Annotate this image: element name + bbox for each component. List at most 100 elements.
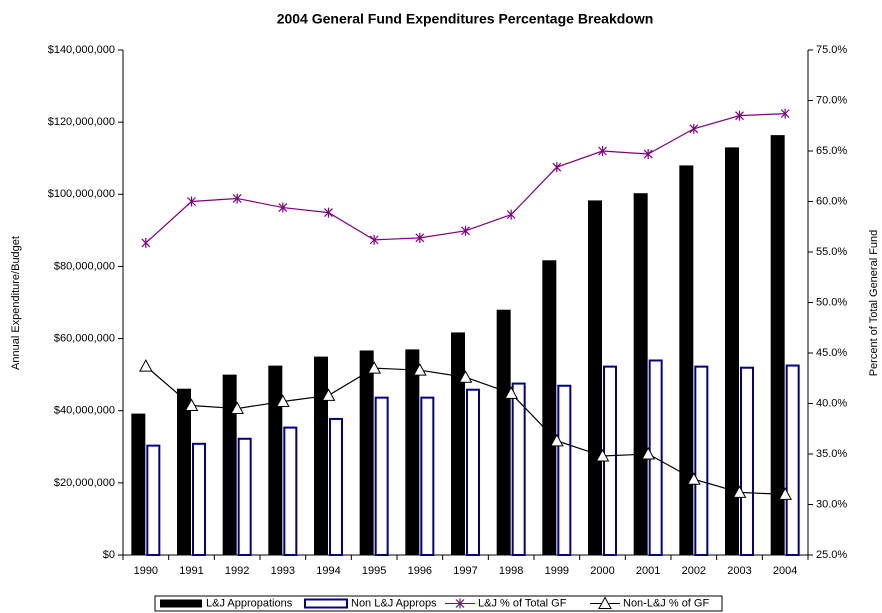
bar (268, 365, 283, 555)
marker (412, 363, 427, 376)
bar (405, 349, 420, 555)
y2-tick-label: 60.0% (816, 195, 847, 207)
bar (633, 193, 648, 556)
legend-box (154, 595, 723, 612)
y2-tick-label: 75.0% (816, 44, 847, 56)
marker-shape (641, 446, 656, 460)
bar (740, 366, 754, 557)
legend-swatch (160, 599, 202, 608)
marker (187, 196, 196, 207)
marker (643, 149, 653, 160)
x-tick-label: 1994 (316, 565, 340, 577)
x-tick-label: 1995 (362, 565, 386, 577)
marker-shape (458, 370, 473, 383)
marker-shape (138, 359, 153, 372)
marker-shape (778, 487, 793, 500)
legend-label: L&J % of Total GF (478, 597, 567, 609)
marker-shape (367, 361, 382, 374)
marker (278, 202, 288, 213)
legend-label: L&J Appropations (206, 597, 293, 609)
y2-tick-label: 55.0% (816, 246, 847, 258)
bar (725, 147, 739, 555)
marker-shape (275, 394, 290, 407)
bar (131, 413, 146, 555)
marker-shape (732, 485, 747, 498)
y-tick-label: $120,000,000 (48, 116, 115, 128)
marker (549, 433, 564, 447)
y2-tick-label: 45.0% (816, 347, 847, 359)
marker (504, 386, 519, 399)
marker-shape (504, 386, 519, 399)
marker (595, 448, 610, 462)
y2-tick-label: 35.0% (816, 448, 847, 460)
bar (679, 165, 694, 555)
bar (511, 382, 526, 557)
y-tick-label: $60,000,000 (54, 332, 115, 344)
y-tick-label: $20,000,000 (54, 477, 115, 489)
bar (496, 309, 511, 555)
bar (359, 350, 374, 555)
chart-title: 2004 General Fund Expenditures Percentag… (277, 11, 654, 27)
marker (461, 225, 470, 236)
marker-shape (686, 472, 701, 485)
x-tick-label: 2004 (773, 565, 797, 577)
marker (184, 398, 199, 412)
bar (177, 388, 191, 555)
marker (458, 370, 473, 383)
y-tick-label: $80,000,000 (54, 260, 115, 272)
x-tick-label: 1990 (134, 565, 158, 577)
bar (785, 364, 800, 556)
marker (141, 237, 151, 248)
marker (689, 123, 699, 134)
y-axis-label: Annual Expenditure/Budget (10, 236, 22, 370)
y-tick-label: $0 (103, 549, 115, 561)
x-tick-label: 2002 (682, 565, 706, 577)
marker (138, 359, 153, 372)
bar (314, 356, 328, 555)
marker (686, 472, 701, 485)
y2-tick-label: 30.0% (816, 498, 847, 510)
marker-shape (184, 398, 199, 412)
bar (146, 444, 161, 556)
bar (770, 135, 785, 555)
marker-shape (549, 433, 564, 447)
y2-tick-label: 40.0% (816, 397, 847, 409)
marker (598, 596, 612, 609)
marker (367, 361, 382, 374)
x-tick-label: 1991 (179, 565, 203, 577)
bar (542, 260, 557, 555)
x-tick-label: 1993 (271, 565, 295, 577)
marker (369, 234, 379, 245)
x-tick-label: 2003 (727, 565, 751, 577)
marker-shape (598, 596, 612, 609)
x-tick-label: 1996 (408, 565, 432, 577)
y2-tick-label: 50.0% (816, 296, 847, 308)
marker-shape (321, 388, 336, 401)
marker (641, 446, 656, 460)
x-tick-label: 1997 (453, 565, 477, 577)
bar (588, 200, 602, 556)
bar (694, 365, 709, 556)
legend: L&J Appropations Non L&J Approps L&J % of … (154, 595, 723, 612)
y2-axis-label: Percent of Total General Fund (868, 230, 880, 377)
marker (232, 193, 242, 204)
x-tick-label: 1992 (225, 565, 249, 577)
legend-swatch (304, 598, 348, 609)
x-tick-label: 1999 (545, 565, 569, 577)
marker (455, 598, 465, 609)
marker-shape (595, 448, 610, 462)
marker-shape (230, 401, 245, 415)
x-tick-label: 2001 (636, 565, 660, 577)
y2-tick-label: 65.0% (816, 145, 847, 157)
marker (321, 388, 336, 401)
marker-shape (412, 363, 427, 376)
marker (778, 487, 793, 500)
y-tick-label: $140,000,000 (48, 44, 115, 56)
marker (506, 209, 516, 220)
bar (222, 374, 237, 555)
bar (192, 442, 206, 557)
bar (329, 417, 343, 556)
bar (283, 426, 298, 557)
y-tick-label: $40,000,000 (54, 405, 115, 417)
